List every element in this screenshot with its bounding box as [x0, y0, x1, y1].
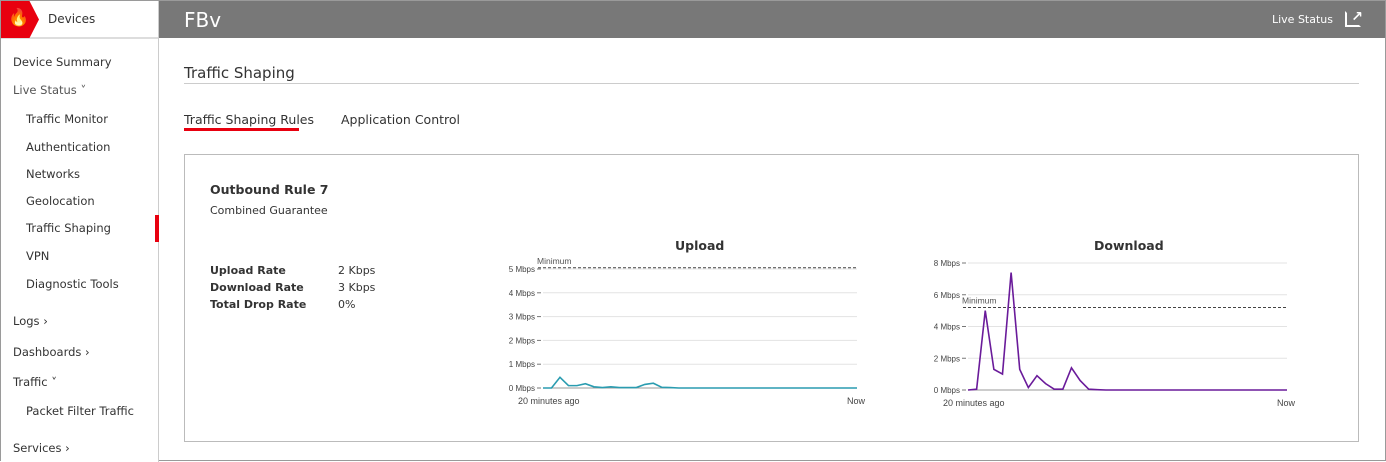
sidebar-item-live-status[interactable]: Live Status ˅ [13, 83, 87, 97]
stat-label: Upload Rate [210, 264, 286, 277]
download-minimum-label: Minimum [962, 295, 996, 305]
tab-application-control[interactable]: Application Control [341, 112, 461, 127]
tab-traffic-shaping-rules[interactable]: Traffic Shaping Rules [184, 112, 315, 127]
sidebar-item-traffic-shaping[interactable]: Traffic Shaping [26, 221, 111, 235]
upload-y-tick-label: 5 Mbps [509, 265, 535, 274]
active-tab-underline [184, 128, 299, 131]
stat-label: Total Drop Rate [210, 298, 307, 311]
flame-logo-icon: 🔥 [1, 1, 39, 38]
sidebar-item-services[interactable]: Services › [13, 441, 70, 455]
upload-x-label-end: Now [847, 396, 866, 406]
sidebar-item-packet-filter-traffic[interactable]: Packet Filter Traffic [26, 404, 134, 418]
download-y-tick-label: 8 Mbps [934, 259, 960, 268]
sidebar-item-device-summary[interactable]: Device Summary [13, 55, 112, 69]
devices-label: Devices [48, 12, 96, 26]
upload-y-tick-label: 3 Mbps [509, 313, 535, 322]
sidebar-item-networks[interactable]: Networks [26, 167, 81, 181]
upload-y-tick-label: 2 Mbps [509, 336, 535, 345]
upload-series-line [543, 376, 857, 389]
download-y-tick-label: 2 Mbps [934, 354, 960, 363]
device-title: FBv [184, 8, 222, 32]
stat-label: Download Rate [210, 281, 304, 294]
sidebar-item-traffic[interactable]: Traffic ˅ [13, 375, 57, 389]
rule-card: Outbound Rule 7 Combined Guarantee Uploa… [184, 154, 1359, 442]
rule-subtitle: Combined Guarantee [210, 204, 328, 217]
sidebar-item-authentication[interactable]: Authentication [26, 140, 111, 154]
download-y-tick-label: 6 Mbps [934, 291, 960, 300]
sidebar-item-traffic-monitor[interactable]: Traffic Monitor [26, 112, 108, 126]
title-divider [184, 83, 1359, 84]
external-link-icon[interactable] [1345, 11, 1361, 27]
upload-y-tick-label: 1 Mbps [509, 360, 535, 369]
header-bar: FBv Live Status ↗ [159, 1, 1385, 38]
download-series-line [967, 272, 1287, 391]
stat-value: 3 Kbps [338, 281, 376, 294]
external-link-arrow-icon: ↗ [1351, 9, 1363, 25]
active-indicator [155, 215, 159, 242]
upload-y-tick-label: 0 Mbps [509, 384, 535, 393]
sidebar: 🔥 Devices Device Summary Live Status ˅ T… [1, 1, 159, 462]
download-x-label-end: Now [1277, 398, 1296, 408]
upload-y-tick-label: 4 Mbps [509, 289, 535, 298]
upload-minimum-label: Minimum [537, 256, 571, 266]
brand-bar[interactable]: 🔥 Devices [1, 1, 158, 39]
sidebar-item-geolocation[interactable]: Geolocation [26, 194, 95, 208]
sidebar-item-logs[interactable]: Logs › [13, 314, 48, 328]
sidebar-item-vpn[interactable]: VPN [26, 249, 50, 263]
stat-value: 2 Kbps [338, 264, 376, 277]
sidebar-item-dashboards[interactable]: Dashboards › [13, 345, 90, 359]
download-x-label-start: 20 minutes ago [943, 398, 1005, 408]
download-chart-title: Download [1094, 238, 1164, 253]
page-title: Traffic Shaping [184, 64, 295, 82]
rule-name: Outbound Rule 7 [210, 182, 329, 197]
upload-chart-title: Upload [675, 238, 725, 253]
live-status-link[interactable]: Live Status [1271, 13, 1333, 26]
download-y-tick-label: 4 Mbps [934, 323, 960, 332]
download-y-tick-label: 0 Mbps [934, 386, 960, 395]
sidebar-item-diagnostic-tools[interactable]: Diagnostic Tools [26, 277, 119, 291]
stat-value: 0% [338, 298, 356, 311]
upload-x-label-start: 20 minutes ago [518, 396, 580, 406]
